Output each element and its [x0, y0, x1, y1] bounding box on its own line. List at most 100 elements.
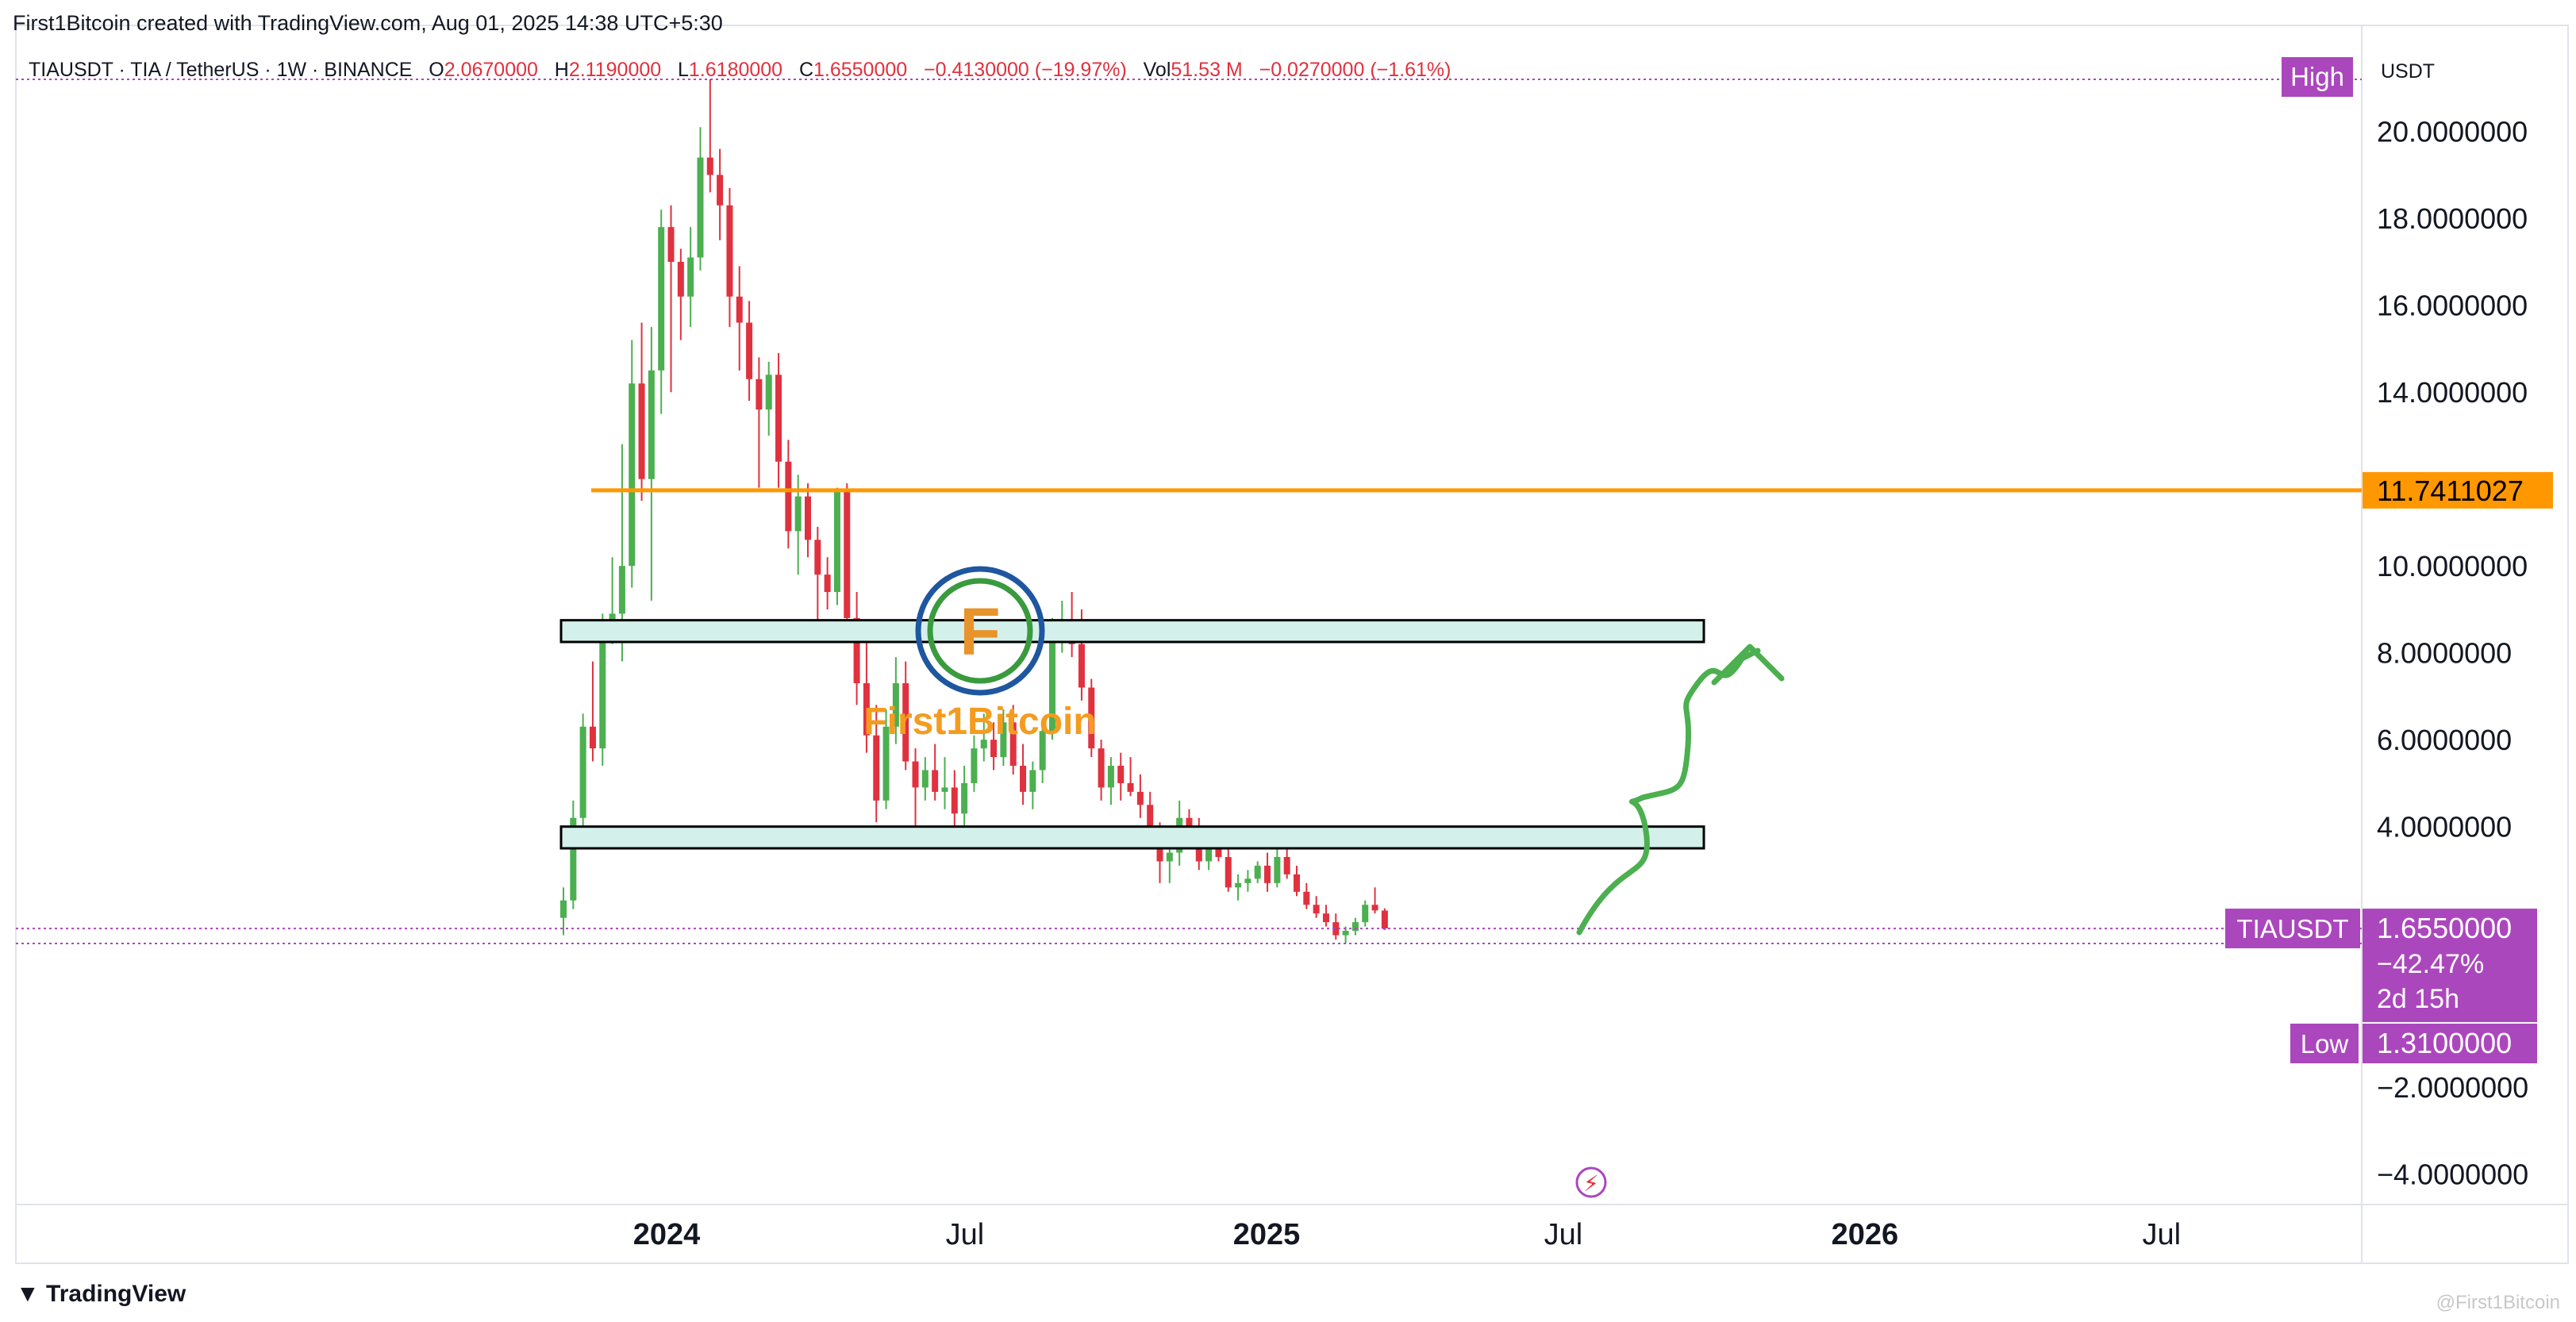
candle-body: [1020, 766, 1027, 792]
low-tag-label: Low: [2301, 1029, 2349, 1059]
candle-body: [971, 748, 978, 783]
candle-body: [765, 375, 772, 410]
candle: [648, 327, 655, 601]
candle: [971, 735, 978, 792]
candle-body: [1117, 766, 1125, 783]
candle-body: [1039, 731, 1046, 771]
candle: [1283, 848, 1290, 879]
candle-body: [1049, 631, 1055, 732]
low-label: L: [678, 59, 689, 81]
candle: [1303, 882, 1310, 909]
candle-body: [941, 787, 948, 792]
projection-arrow: [1576, 648, 1761, 936]
candle-body: [951, 787, 958, 814]
quote-currency-label: USDT: [2381, 60, 2435, 83]
candle-body: [990, 740, 998, 758]
open-label: O: [429, 59, 444, 81]
candle-body: [805, 496, 811, 540]
candle: [1294, 865, 1300, 897]
candle: [1274, 848, 1281, 888]
last-price-value: 1.6550000: [2377, 912, 2512, 944]
candle-body: [1147, 805, 1154, 836]
x-tick-label: Jul: [2143, 1218, 2182, 1251]
candle-body: [697, 157, 704, 258]
candle-body: [1283, 857, 1290, 874]
candle: [824, 557, 831, 609]
candle: [853, 592, 860, 705]
candle: [1351, 917, 1359, 936]
candle: [1127, 757, 1134, 797]
candle-body: [902, 683, 909, 762]
open-value: 2.0670000: [444, 59, 538, 81]
symbol-description: TIAUSDT · TIA / TetherUS · 1W · BINANCE: [29, 59, 413, 81]
low-price-value: 1.3100000: [2377, 1027, 2512, 1059]
event-marker-icon: [1575, 1166, 1607, 1198]
candle-body: [1136, 791, 1144, 805]
candle: [1029, 761, 1036, 809]
sr-zone: [559, 825, 1705, 850]
candle: [1098, 740, 1105, 801]
y-tick-label: 16.0000000: [2377, 290, 2528, 322]
candle: [805, 483, 811, 558]
candle-body: [882, 726, 890, 801]
candle: [687, 227, 694, 328]
candle-body: [844, 492, 851, 618]
candle: [1322, 905, 1329, 927]
candle-body: [648, 370, 655, 479]
candle: [1381, 908, 1388, 931]
candle-body: [638, 383, 645, 479]
y-tick-label: 6.0000000: [2377, 724, 2512, 756]
candle-body: [1381, 910, 1388, 929]
candle: [755, 357, 763, 488]
author-watermark: @First1Bitcoin: [2436, 1292, 2560, 1313]
candle: [736, 266, 743, 371]
candle-body: [1371, 905, 1378, 911]
candle-body: [1088, 687, 1095, 749]
candle: [746, 301, 753, 402]
candle: [882, 709, 890, 809]
candle-body: [785, 461, 792, 532]
candle-body: [1303, 891, 1310, 905]
y-tick-label: 8.0000000: [2377, 637, 2512, 670]
candles-layer: [15, 25, 2569, 1264]
low-tag: [2290, 1024, 2359, 1063]
candle-body: [1029, 770, 1036, 792]
volume-change: −0.0270000 (−1.61%): [1259, 59, 1451, 81]
candle-body: [921, 770, 929, 788]
high-value: 2.1190000: [568, 59, 662, 81]
candle-body: [1205, 840, 1213, 862]
candle-body: [726, 205, 733, 297]
y-tick-label: 14.0000000: [2377, 376, 2528, 409]
candle-body: [1274, 857, 1281, 883]
candle-body: [1351, 922, 1359, 932]
candle: [833, 487, 840, 605]
candle: [667, 205, 675, 393]
candle: [697, 127, 704, 271]
candle-body: [814, 540, 821, 575]
candle: [1000, 709, 1007, 767]
last-price-change: −42.47%: [2377, 949, 2484, 979]
candle-countdown: 2d 15h: [2377, 984, 2459, 1014]
candle: [1225, 844, 1232, 892]
brand-logo-inner-icon: [927, 578, 1033, 684]
y-tick-label: −4.0000000: [2377, 1159, 2528, 1191]
low-price-tag: [2363, 1024, 2537, 1063]
candle: [1264, 852, 1271, 892]
low-value: 1.6180000: [688, 59, 783, 81]
symbol-info-bar[interactable]: TIAUSDT · TIA / TetherUS · 1W · BINANCE …: [29, 59, 1451, 82]
candle: [863, 635, 870, 753]
candle: [1020, 744, 1027, 805]
candle-body: [863, 683, 870, 736]
candle-body: [599, 626, 606, 749]
candle-body: [618, 566, 625, 614]
tradingview-logo-text: TradingView: [46, 1281, 186, 1307]
candle-body: [677, 261, 684, 297]
candle-body: [1313, 905, 1320, 914]
candle: [1235, 874, 1242, 901]
tradingview-logo[interactable]: ▼ TradingView: [16, 1281, 186, 1308]
candle-body: [1362, 905, 1369, 923]
candle: [941, 757, 948, 809]
sr-zone: [559, 619, 1705, 644]
candle-body: [892, 683, 899, 727]
